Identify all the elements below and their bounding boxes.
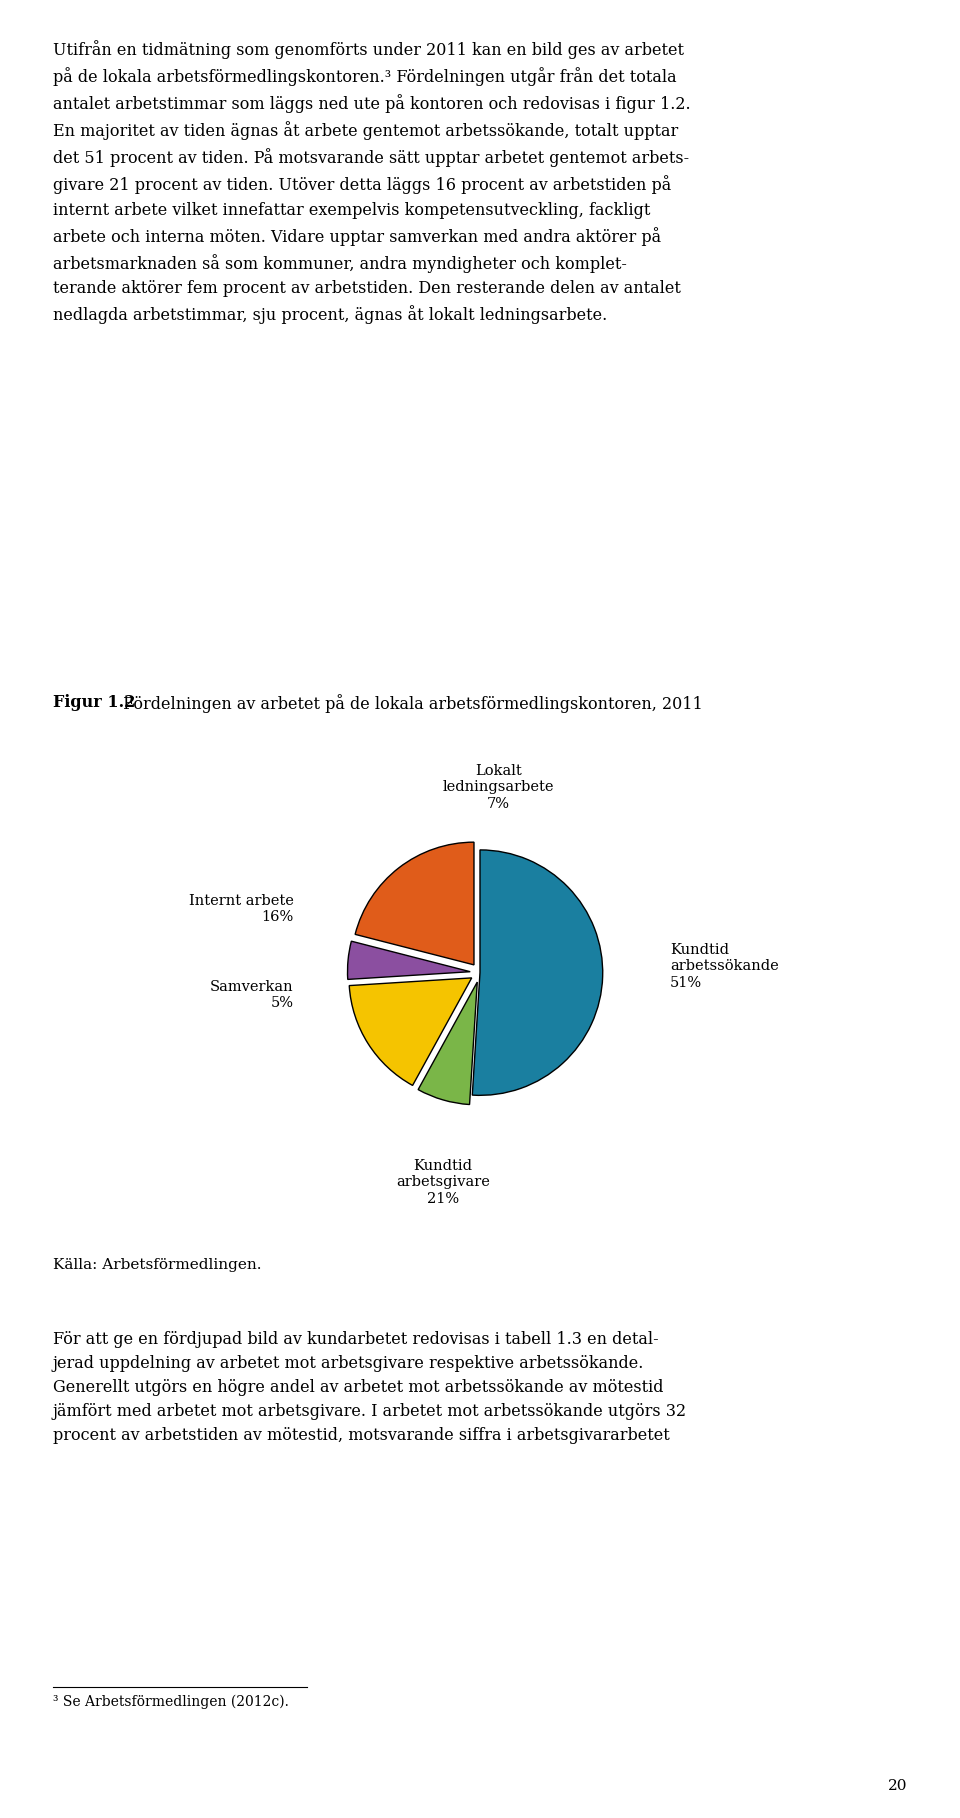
Text: Kundtid
arbetssökande
51%: Kundtid arbetssökande 51%: [670, 944, 779, 989]
Wedge shape: [472, 849, 603, 1094]
Text: Kundtid
arbetsgivare
21%: Kundtid arbetsgivare 21%: [396, 1160, 491, 1205]
Wedge shape: [419, 982, 477, 1105]
Text: Utifrån en tidmätning som genomförts under 2011 kan en bild ges av arbetet
på de: Utifrån en tidmätning som genomförts und…: [53, 40, 690, 324]
Text: Källa: Arbetsförmedlingen.: Källa: Arbetsförmedlingen.: [53, 1258, 261, 1273]
Text: Lokalt
ledningsarbete
7%: Lokalt ledningsarbete 7%: [443, 764, 554, 811]
Text: ³ Se Arbetsförmedlingen (2012c).: ³ Se Arbetsförmedlingen (2012c).: [53, 1694, 289, 1709]
Text: Fördelningen av arbetet på de lokala arbetsförmedlingskontoren, 2011: Fördelningen av arbetet på de lokala arb…: [118, 694, 703, 713]
Text: Samverkan
5%: Samverkan 5%: [210, 980, 294, 1009]
Text: Internt arbete
16%: Internt arbete 16%: [188, 894, 294, 924]
Wedge shape: [355, 842, 474, 965]
Wedge shape: [349, 978, 471, 1085]
Text: För att ge en fördjupad bild av kundarbetet redovisas i tabell 1.3 en detal-
jer: För att ge en fördjupad bild av kundarbe…: [53, 1331, 687, 1443]
Text: 20: 20: [888, 1778, 907, 1793]
Wedge shape: [348, 942, 470, 980]
Text: Figur 1.2: Figur 1.2: [53, 694, 135, 711]
